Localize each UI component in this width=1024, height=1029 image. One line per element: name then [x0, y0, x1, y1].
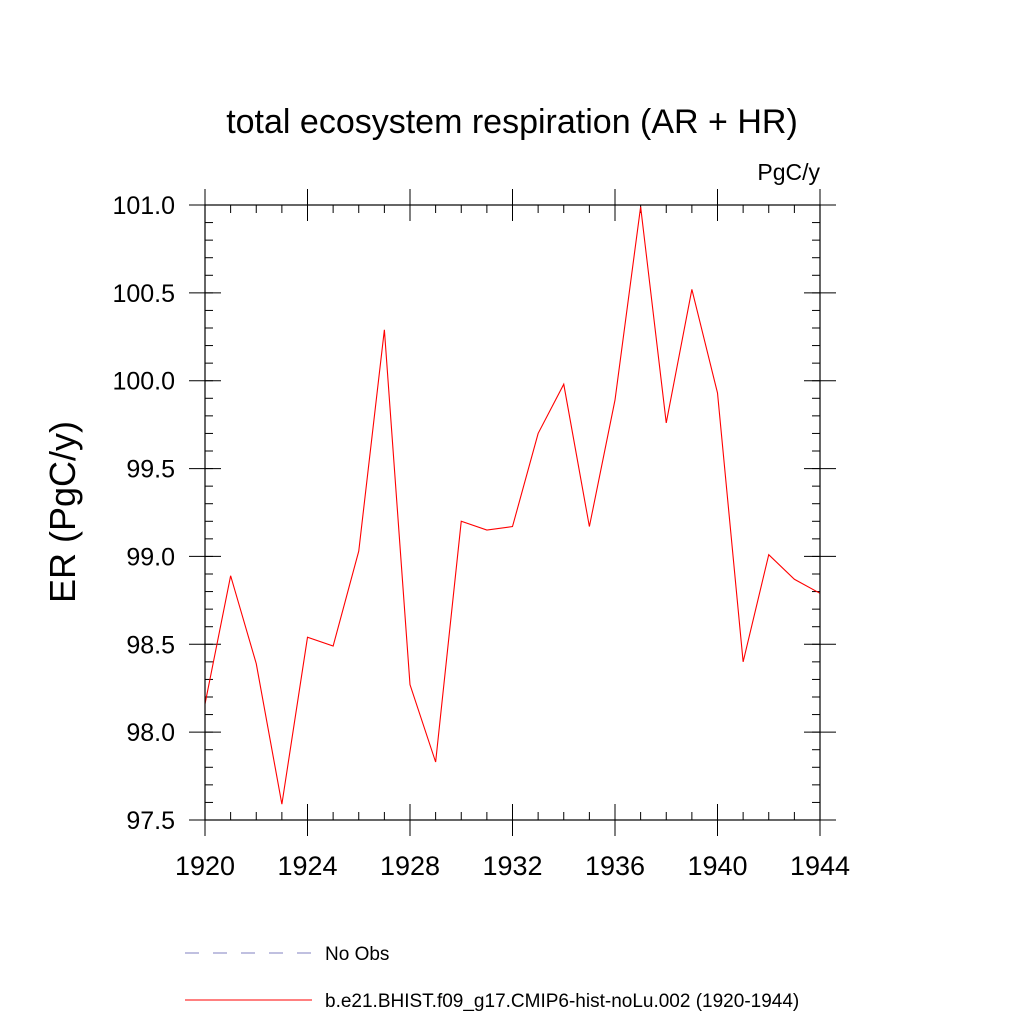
y-tick-label: 100.0	[112, 368, 175, 396]
series-line	[204, 206, 821, 805]
units-label: PgC/y	[757, 159, 820, 185]
series-layer	[204, 206, 821, 805]
minor-ticks	[204, 204, 821, 821]
legend-label: b.e21.BHIST.f09_g17.CMIP6-hist-noLu.002 …	[325, 991, 799, 1012]
x-tick-label: 1920	[175, 851, 235, 881]
plot-frame	[204, 204, 821, 821]
major-ticks	[189, 189, 836, 836]
y-tick-label: 100.5	[112, 280, 175, 308]
y-tick-label: 99.5	[126, 456, 175, 484]
y-tick-label: 97.5	[126, 807, 175, 835]
x-tick-label: 1932	[482, 851, 542, 881]
x-tick-label: 1936	[585, 851, 645, 881]
y-tick-labels: 97.5 98.0 98.5 99.0 99.5 100.0 100.5 101.0	[112, 192, 175, 835]
legend-label: No Obs	[325, 944, 389, 965]
x-tick-label: 1944	[790, 851, 850, 881]
chart-title: total ecosystem respiration (AR + HR)	[226, 103, 798, 141]
x-tick-labels: 1920 1924 1928 1932 1936 1940 1944	[175, 851, 850, 881]
x-tick-label: 1940	[687, 851, 747, 881]
legend: No Obs b.e21.BHIST.f09_g17.CMIP6-hist-noL…	[185, 944, 799, 1012]
y-tick-label: 98.5	[126, 631, 175, 659]
x-tick-label: 1924	[277, 851, 337, 881]
y-axis-label: ER (PgC/y)	[42, 421, 83, 603]
y-tick-label: 98.0	[126, 719, 175, 747]
x-tick-label: 1928	[380, 851, 440, 881]
y-tick-label: 101.0	[112, 192, 175, 220]
y-tick-label: 99.0	[126, 543, 175, 571]
